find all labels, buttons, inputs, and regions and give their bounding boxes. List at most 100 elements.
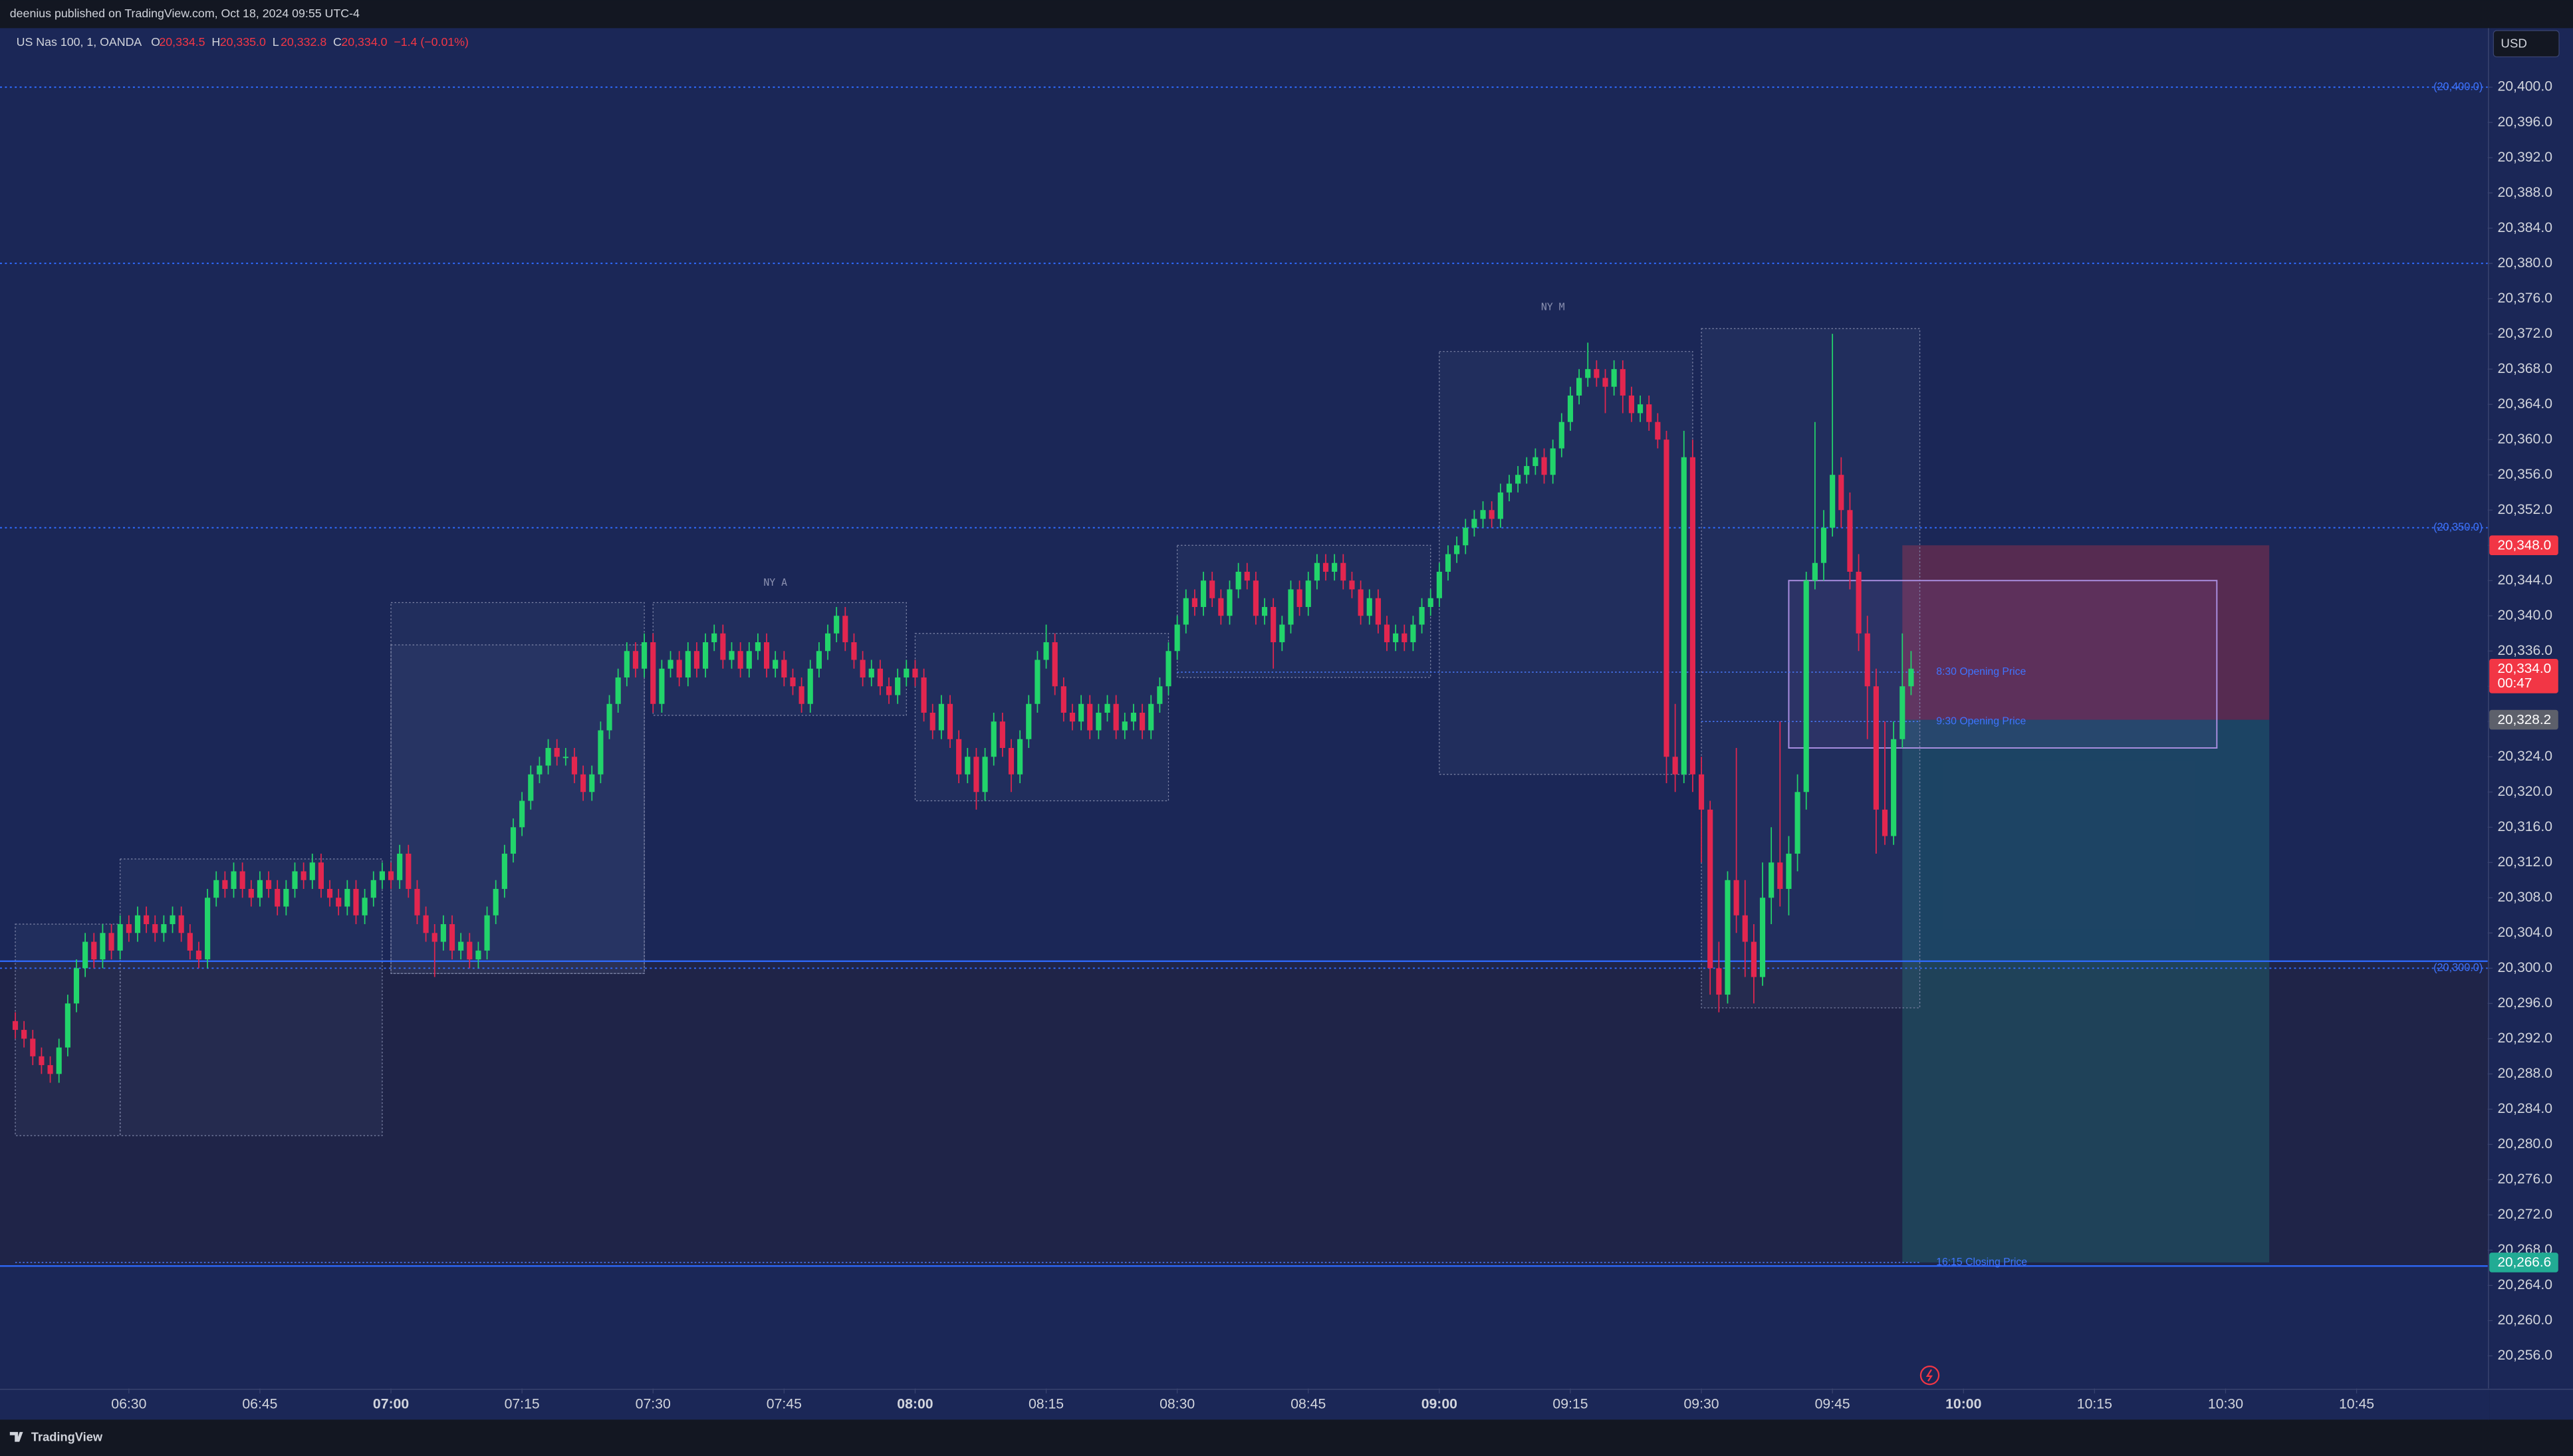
y-tick-label: 20,372.0 — [2497, 326, 2552, 341]
candle-body — [152, 924, 158, 933]
price-tag-label: 20,266.6 — [2497, 1255, 2551, 1270]
candle-body — [938, 703, 944, 731]
position-target-zone — [1902, 719, 2270, 1263]
candle-body — [834, 616, 840, 634]
x-tick-label: 07:15 — [505, 1397, 540, 1412]
y-tick-label: 20,380.0 — [2497, 255, 2552, 271]
candle-body — [676, 660, 682, 678]
candle-body — [545, 748, 551, 766]
line-label: (20,300.0) — [2433, 962, 2483, 974]
candle-body — [1410, 624, 1416, 642]
currency[interactable]: USD — [2501, 36, 2527, 50]
line-label: (20,400.0) — [2433, 80, 2483, 92]
candle-body — [1620, 369, 1626, 396]
y-tick-label: 20,368.0 — [2497, 361, 2552, 376]
candle-body — [1140, 713, 1146, 731]
session-label: NY A — [763, 577, 787, 588]
candle-body — [449, 924, 455, 951]
candle-body — [693, 651, 700, 669]
price-tag-label: 20,334.0 — [2497, 661, 2551, 676]
candle-body — [318, 862, 324, 890]
candle-body — [1279, 624, 1285, 642]
candle-body — [1497, 492, 1503, 519]
candle-body — [1026, 703, 1032, 739]
legend: US Nas 100, 1, OANDA O20,334.5 H 20,335.0 L… — [17, 35, 469, 49]
candle-body — [493, 889, 499, 915]
candle-body — [851, 642, 857, 660]
candle-body — [301, 871, 306, 880]
candle-body — [406, 854, 412, 890]
y-tick-label: 20,288.0 — [2497, 1066, 2552, 1081]
y-tick-label: 20,272.0 — [2497, 1207, 2552, 1222]
candle-body — [929, 713, 935, 731]
candle-body — [877, 668, 883, 687]
y-tick-label: 20,276.0 — [2497, 1171, 2552, 1187]
line-label: (20,350.0) — [2433, 521, 2483, 533]
x-tick-label: 08:15 — [1029, 1397, 1064, 1412]
candle-body — [737, 651, 743, 669]
y-tick-label: 20,280.0 — [2497, 1136, 2552, 1152]
candle-body — [1305, 580, 1311, 607]
y-tick-label: 20,300.0 — [2497, 960, 2552, 975]
lightning-icon[interactable] — [1919, 1365, 1940, 1386]
y-tick-label: 20,340.0 — [2497, 608, 2552, 623]
candle-body — [1174, 624, 1180, 652]
candle-body — [1838, 475, 1844, 511]
y-tick-label: 20,264.0 — [2497, 1277, 2552, 1292]
candle-body — [1157, 686, 1163, 704]
y-tick-label: 20,356.0 — [2497, 467, 2552, 482]
y-tick-label: 20,384.0 — [2497, 220, 2552, 235]
candle-body — [1576, 378, 1582, 396]
candle-body — [1882, 809, 1888, 836]
candle-body — [1060, 686, 1066, 713]
y-tick-label: 20,364.0 — [2497, 396, 2552, 412]
candle-body — [1419, 606, 1425, 625]
x-tick-label: 10:00 — [1945, 1397, 1981, 1412]
candle-body — [1375, 598, 1381, 625]
level-label: 9:30 Opening Price — [1936, 715, 2026, 727]
session-box — [390, 644, 645, 974]
session-label: NY M — [1541, 301, 1565, 312]
candle-body — [1541, 457, 1547, 475]
candle-body — [624, 651, 630, 678]
y-tick-label: 20,256.0 — [2497, 1348, 2552, 1363]
candle-body — [100, 933, 106, 960]
candle-body — [1104, 703, 1110, 713]
candle-body — [510, 827, 517, 854]
x-tick-label: 09:00 — [1421, 1397, 1457, 1412]
x-tick-label: 09:15 — [1552, 1397, 1588, 1412]
x-tick-label: 10:30 — [2208, 1397, 2243, 1412]
candle-body — [1812, 562, 1818, 581]
x-tick-label: 06:30 — [111, 1397, 146, 1412]
legend-value: 20,332.8 — [281, 35, 326, 49]
candle-body — [1891, 739, 1897, 836]
candle-body — [1069, 713, 1076, 722]
candle-body — [1681, 457, 1687, 775]
x-tick-label: 08:00 — [897, 1397, 933, 1412]
price-tag — [2489, 709, 2558, 730]
footer-logo[interactable] — [9, 1431, 23, 1442]
candle-body — [1078, 703, 1084, 722]
candle-body — [1794, 792, 1800, 854]
candle-body — [1183, 598, 1189, 625]
candle-body — [982, 757, 988, 792]
y-tick-label: 20,320.0 — [2497, 784, 2552, 799]
candle-body — [108, 933, 114, 951]
candle-body — [205, 898, 211, 960]
candle-body — [1384, 624, 1390, 642]
candle-body — [170, 915, 176, 925]
lower-band — [0, 961, 2490, 1267]
footer-text[interactable]: TradingView — [31, 1429, 103, 1443]
currency-button[interactable] — [2493, 30, 2560, 58]
candle-body — [178, 915, 184, 933]
candle-body — [1235, 571, 1241, 590]
candle-body — [781, 660, 787, 678]
price-tag-sublabel: 00:47 — [2497, 675, 2532, 691]
candle-body — [1165, 651, 1171, 687]
candle-body — [1489, 510, 1495, 519]
candle-body — [1017, 739, 1023, 775]
candle-body — [1035, 660, 1041, 704]
candle-body — [773, 660, 779, 669]
candle-body — [1820, 527, 1827, 563]
